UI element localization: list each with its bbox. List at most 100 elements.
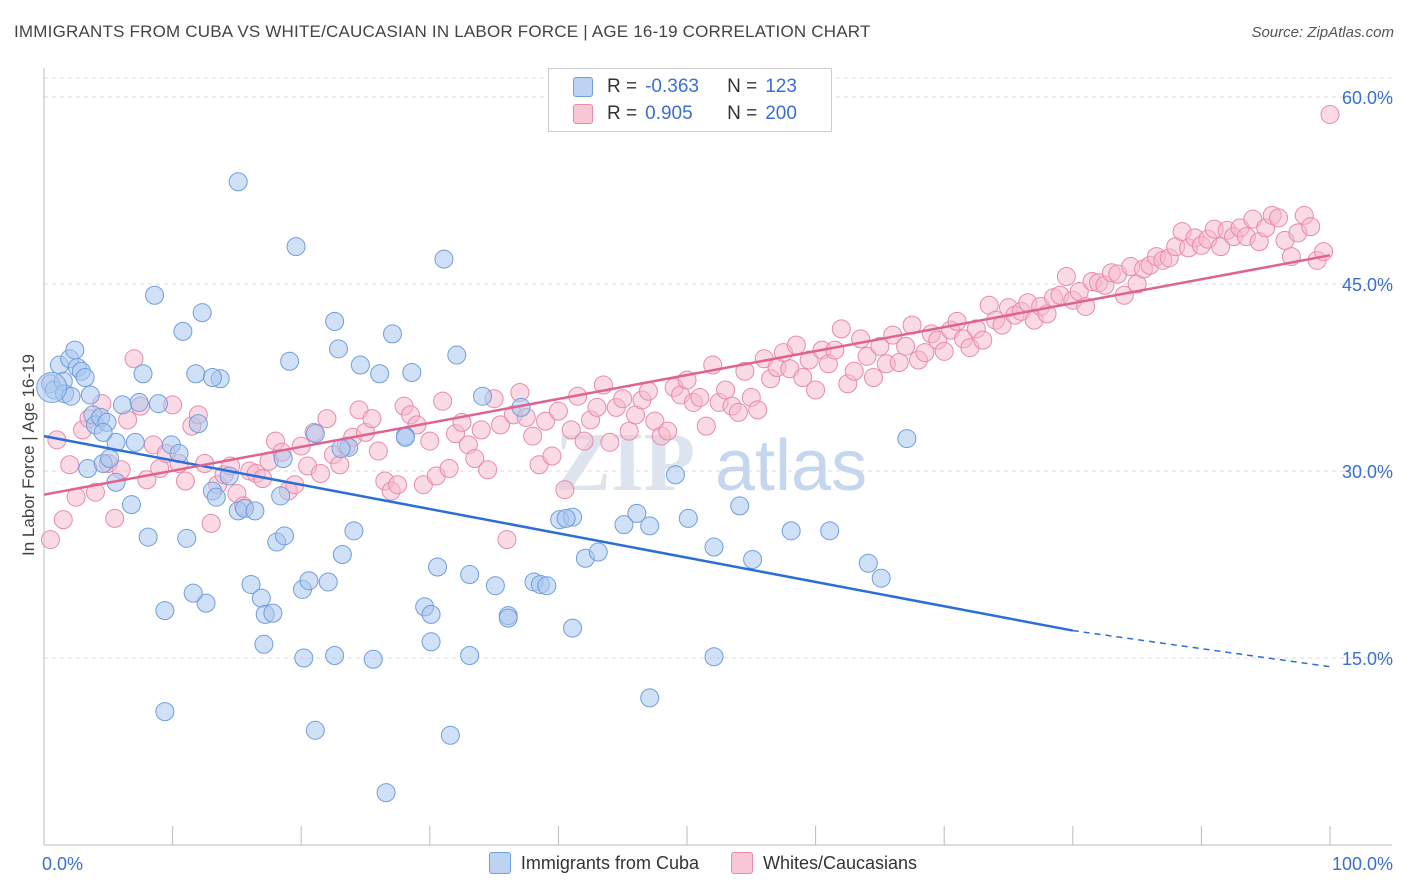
- point-immigrants-from-cuba: [498, 608, 518, 628]
- point-whites-caucasians: [555, 480, 575, 500]
- point-whites-caucasians: [471, 420, 491, 440]
- legend-r-value: 0.905: [645, 103, 693, 124]
- point-immigrants-from-cuba: [196, 593, 216, 613]
- point-whites-caucasians: [863, 368, 883, 387]
- point-immigrants-from-cuba: [245, 501, 265, 521]
- point-whites-caucasians: [478, 460, 498, 480]
- point-immigrants-from-cuba: [145, 285, 165, 305]
- x-tick-label: 0.0%: [42, 854, 83, 874]
- bottom-legend-whites: Whites/Caucasians: [730, 852, 918, 874]
- point-immigrants-from-cuba: [704, 537, 724, 557]
- point-immigrants-from-cuba: [537, 576, 557, 596]
- point-whites-caucasians: [728, 402, 748, 422]
- point-whites-caucasians: [433, 391, 453, 411]
- point-immigrants-from-cuba: [556, 508, 576, 528]
- point-immigrants-from-cuba: [155, 601, 175, 621]
- point-whites-caucasians: [561, 420, 581, 440]
- point-whites-caucasians: [368, 441, 388, 461]
- point-immigrants-from-cuba: [395, 427, 415, 447]
- point-whites-caucasians: [1269, 208, 1289, 228]
- point-immigrants-from-cuba: [640, 688, 660, 708]
- point-whites-caucasians: [896, 336, 916, 356]
- legend-swatch-pink: [573, 104, 593, 124]
- point-immigrants-from-cuba: [421, 632, 441, 652]
- point-immigrants-from-cuba: [460, 564, 480, 584]
- point-immigrants-from-cuba: [447, 345, 467, 365]
- watermark-atlas: atlas: [715, 426, 867, 506]
- point-immigrants-from-cuba: [188, 414, 208, 434]
- point-whites-caucasians: [362, 409, 382, 429]
- legend: R = -0.363 N = 123 R = 0.905 N = 200: [548, 68, 832, 132]
- point-whites-caucasians: [613, 389, 633, 409]
- point-whites-caucasians: [851, 329, 871, 349]
- point-whites-caucasians: [542, 446, 562, 466]
- point-immigrants-from-cuba: [614, 515, 634, 535]
- bottom-legend-label: Immigrants from Cuba: [520, 852, 699, 873]
- point-whites-caucasians: [201, 513, 221, 533]
- point-whites-caucasians: [465, 449, 485, 469]
- point-immigrants-from-cuba: [704, 647, 724, 667]
- point-whites-caucasians: [497, 530, 517, 550]
- point-whites-caucasians: [831, 319, 851, 339]
- point-immigrants-from-cuba: [271, 486, 291, 506]
- point-whites-caucasians: [619, 421, 639, 441]
- point-whites-caucasians: [53, 510, 73, 530]
- point-immigrants-from-cuba: [473, 386, 493, 406]
- point-immigrants-from-cuba: [121, 495, 141, 515]
- point-immigrants-from-cuba: [299, 571, 319, 591]
- point-whites-caucasians: [124, 349, 144, 369]
- point-immigrants-from-cuba: [421, 604, 441, 624]
- y-tick-label: 45.0%: [1342, 275, 1393, 295]
- point-whites-caucasians: [420, 431, 440, 451]
- point-immigrants-from-cuba: [897, 429, 917, 449]
- point-whites-caucasians: [600, 432, 620, 452]
- point-immigrants-from-cuba: [640, 516, 660, 536]
- point-whites-caucasians: [439, 459, 459, 479]
- point-whites-caucasians: [574, 431, 594, 451]
- bottom-legend: Immigrants from Cuba Whites/Caucasians: [0, 852, 1406, 874]
- point-whites-caucasians: [947, 311, 967, 331]
- point-immigrants-from-cuba: [730, 496, 750, 516]
- source-label: Source: ZipAtlas.com: [1251, 24, 1394, 41]
- point-immigrants-from-cuba: [155, 702, 175, 722]
- point-immigrants-from-cuba: [440, 725, 460, 745]
- point-whites-caucasians: [523, 426, 543, 446]
- point-immigrants-from-cuba: [75, 368, 95, 387]
- point-immigrants-from-cuba: [241, 574, 261, 594]
- point-immigrants-from-cuba: [263, 603, 283, 623]
- y-axis-label: In Labor Force | Age 16-19: [19, 354, 38, 556]
- point-immigrants-from-cuba: [192, 303, 212, 323]
- point-immigrants-from-cuba: [820, 521, 840, 541]
- point-whites-caucasians: [1301, 217, 1321, 237]
- point-immigrants-from-cuba: [294, 648, 314, 668]
- bottom-legend-swatch-pink: [730, 852, 753, 874]
- point-immigrants-from-cuba: [402, 363, 422, 383]
- point-immigrants-from-cuba: [183, 583, 203, 603]
- point-whites-caucasians: [536, 411, 556, 431]
- point-immigrants-from-cuba: [133, 364, 153, 384]
- point-whites-caucasians: [658, 421, 678, 441]
- bottom-legend-label: Whites/Caucasians: [762, 852, 918, 873]
- point-whites-caucasians: [388, 475, 408, 495]
- point-whites-caucasians: [748, 400, 768, 420]
- x-tick-label: 100.0%: [1332, 854, 1393, 874]
- point-immigrants-from-cuba: [106, 432, 126, 452]
- series-immigrants-from-cuba: [36, 172, 917, 803]
- point-immigrants-from-cuba: [588, 542, 608, 562]
- point-immigrants-from-cuba: [318, 572, 338, 592]
- legend-n-value: 123: [765, 76, 797, 97]
- trend-line-cuba-extension: [1072, 629, 1331, 668]
- legend-row-cuba: R = -0.363 N = 123: [573, 74, 797, 100]
- point-whites-caucasians: [806, 380, 826, 400]
- point-whites-caucasians: [1320, 104, 1340, 124]
- point-whites-caucasians: [175, 471, 195, 491]
- point-immigrants-from-cuba: [80, 385, 100, 405]
- point-whites-caucasians: [105, 508, 125, 528]
- point-whites-caucasians: [870, 336, 890, 356]
- point-immigrants-from-cuba: [280, 351, 300, 371]
- point-whites-caucasians: [1211, 237, 1231, 257]
- point-immigrants-from-cuba: [254, 634, 274, 654]
- point-whites-caucasians: [716, 380, 736, 400]
- point-immigrants-from-cuba: [36, 371, 68, 403]
